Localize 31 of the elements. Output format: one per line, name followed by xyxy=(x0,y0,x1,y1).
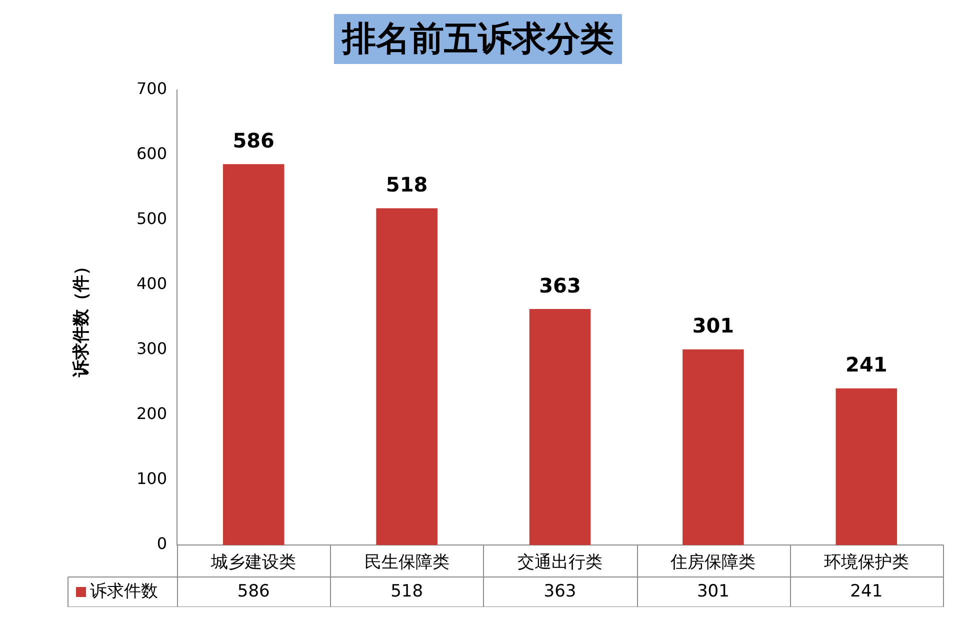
data-label: 301 xyxy=(692,314,734,338)
y-tick-label: 200 xyxy=(136,404,167,424)
text: 363 xyxy=(544,581,576,602)
y-tick-label: 700 xyxy=(136,79,167,98)
data-label: 586 xyxy=(232,128,274,152)
bar xyxy=(222,164,284,545)
x-tick-label: 城乡建设类 xyxy=(210,552,296,573)
y-tick-label: 400 xyxy=(136,274,167,294)
legend-label: 诉求件数 xyxy=(90,581,158,602)
text: 241 xyxy=(850,581,883,602)
y-tick-label: 300 xyxy=(136,339,167,358)
x-tick-label: 住房保障类 xyxy=(670,552,756,573)
y-tick-label: 500 xyxy=(136,209,167,228)
y-tick-label: 0 xyxy=(156,534,167,554)
bar xyxy=(682,349,744,545)
y-tick-label: 600 xyxy=(136,144,167,164)
chart-title: 排名前五诉求分类 xyxy=(334,14,622,64)
bar xyxy=(529,309,591,545)
x-tick-label: 交通出行类 xyxy=(518,552,602,573)
data-label: 241 xyxy=(846,352,888,377)
y-axis-title: 诉求件数（件） xyxy=(72,258,92,378)
x-tick-label: 民生保障类 xyxy=(364,552,450,573)
data-label: 518 xyxy=(386,172,428,197)
text: 586 xyxy=(237,581,270,602)
text: 518 xyxy=(390,581,424,602)
data-label: 363 xyxy=(539,273,581,298)
text: 301 xyxy=(696,581,730,602)
bar xyxy=(376,208,438,545)
bar xyxy=(836,388,898,545)
y-tick-label: 100 xyxy=(136,469,167,488)
x-tick-label: 环境保护类 xyxy=(824,552,909,573)
